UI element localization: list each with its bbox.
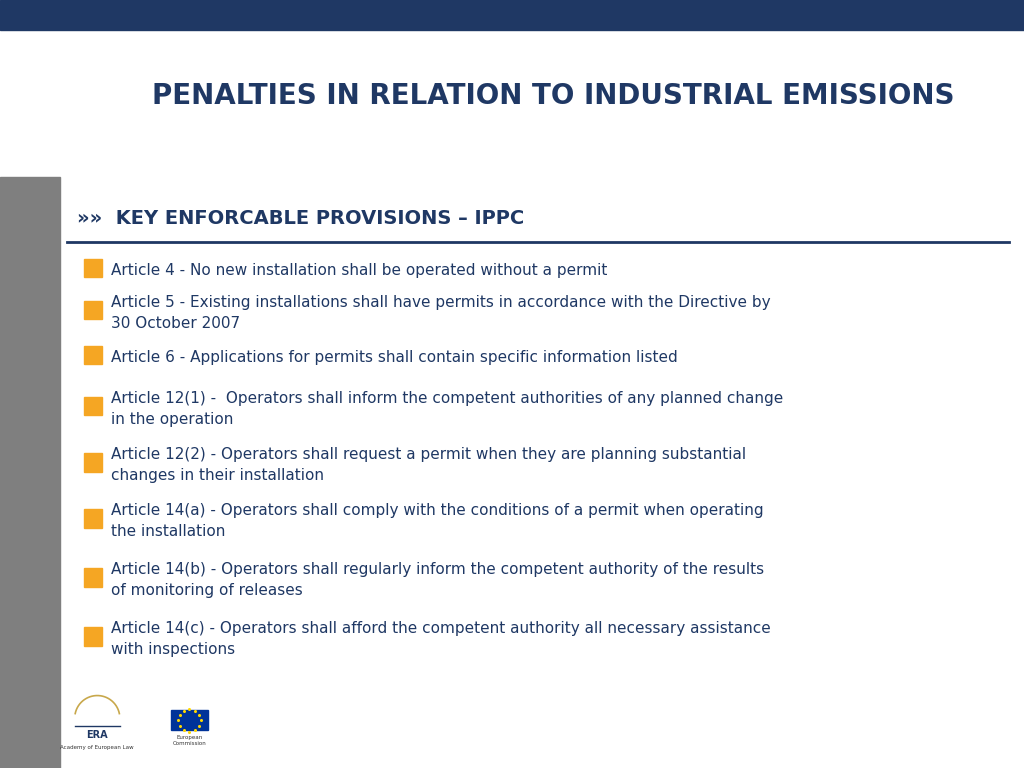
Bar <box>84 301 102 319</box>
Text: Academy of European Law: Academy of European Law <box>60 745 134 750</box>
Text: Article 4 - No new installation shall be operated without a permit: Article 4 - No new installation shall be… <box>111 263 607 278</box>
Text: ERA: ERA <box>86 730 109 740</box>
Text: Article 12(2) - Operators shall request a permit when they are planning substant: Article 12(2) - Operators shall request … <box>111 447 745 482</box>
Bar <box>84 346 102 364</box>
Text: Article 12(1) -  Operators shall inform the competent authorities of any planned: Article 12(1) - Operators shall inform t… <box>111 391 782 426</box>
Bar <box>84 397 102 415</box>
Text: European
Commission: European Commission <box>173 735 206 746</box>
Bar <box>84 509 102 528</box>
Text: PENALTIES IN RELATION TO INDUSTRIAL EMISSIONS: PENALTIES IN RELATION TO INDUSTRIAL EMIS… <box>152 82 954 110</box>
Bar <box>84 627 102 646</box>
Bar <box>0 0 1024 30</box>
Text: Article 6 - Applications for permits shall contain specific information listed: Article 6 - Applications for permits sha… <box>111 349 677 365</box>
Bar <box>84 453 102 472</box>
Text: »»  KEY ENFORCABLE PROVISIONS – IPPC: »» KEY ENFORCABLE PROVISIONS – IPPC <box>77 210 524 228</box>
Text: Article 14(b) - Operators shall regularly inform the competent authority of the : Article 14(b) - Operators shall regularl… <box>111 562 764 598</box>
Bar <box>171 710 208 730</box>
Bar <box>84 568 102 587</box>
Bar <box>0 177 60 768</box>
Text: Article 5 - Existing installations shall have permits in accordance with the Dir: Article 5 - Existing installations shall… <box>111 295 770 330</box>
Bar <box>84 259 102 277</box>
Text: Article 14(c) - Operators shall afford the competent authority all necessary ass: Article 14(c) - Operators shall afford t… <box>111 621 770 657</box>
Text: Article 14(a) - Operators shall comply with the conditions of a permit when oper: Article 14(a) - Operators shall comply w… <box>111 503 763 538</box>
